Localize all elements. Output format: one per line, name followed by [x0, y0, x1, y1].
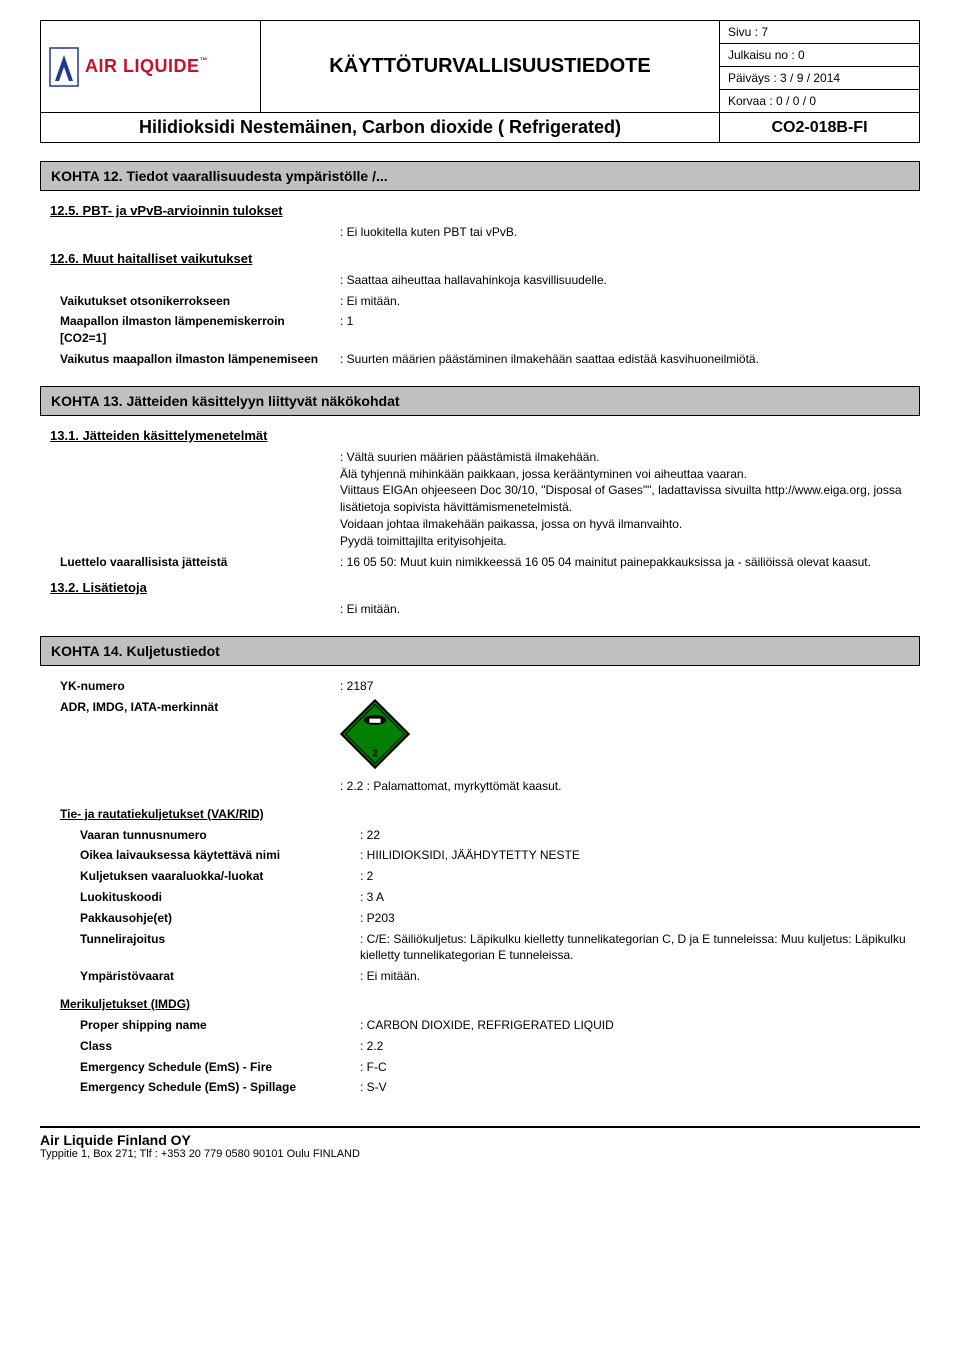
ozone-label: Vaikutukset otsonikerrokseen [60, 293, 340, 310]
subsection-13-1: 13.1. Jätteiden käsittelymenetelmät [50, 428, 920, 443]
pbt-value: : Ei luokitella kuten PBT tai vPvB. [340, 224, 920, 241]
section-12-header: KOHTA 12. Tiedot vaarallisuudesta ympäri… [40, 161, 920, 191]
class-desc: : 2.2 : Palamattomat, myrkyttömät kaasut… [340, 778, 920, 795]
packing-label: Pakkausohje(et) [80, 910, 360, 927]
air-liquide-logo: AIR LIQUIDE™ [49, 47, 252, 87]
document-header: AIR LIQUIDE™ KÄYTTÖTURVALLISUUSTIEDOTE S… [40, 20, 920, 143]
logo-cell: AIR LIQUIDE™ [41, 21, 261, 113]
tunnel-label: Tunnelirajoitus [80, 931, 360, 965]
footer-address: Typpitie 1, Box 271; Tlf : +353 20 779 0… [40, 1148, 920, 1160]
imdg-class-value: : 2.2 [360, 1038, 920, 1055]
issue-number: Julkaisu no : 0 [720, 44, 920, 67]
ems-spill-label: Emergency Schedule (EmS) - Spillage [80, 1079, 360, 1096]
section-14-header: KOHTA 14. Kuljetustiedot [40, 636, 920, 666]
subsection-12-5: 12.5. PBT- ja vPvB-arvioinnin tulokset [50, 203, 920, 218]
packing-value: : P203 [360, 910, 920, 927]
svg-text:2: 2 [372, 748, 378, 759]
subsection-12-6: 12.6. Muut haitalliset vaikutukset [50, 251, 920, 266]
env-hazard-label: Ympäristövaarat [80, 968, 360, 985]
ems-spill-value: : S-V [360, 1079, 920, 1096]
adr-value: 2 [340, 699, 920, 774]
additional-info-value: : Ei mitään. [340, 601, 920, 618]
imdg-class-label: Class [80, 1038, 360, 1055]
replaces: Korvaa : 0 / 0 / 0 [720, 90, 920, 113]
waste-list-value: : 16 05 50: Muut kuin nimikkeessä 16 05 … [340, 554, 920, 571]
transport-class-label: Kuljetuksen vaaraluokka/-luokat [80, 868, 360, 885]
ems-fire-value: : F-C [360, 1059, 920, 1076]
psn-label: Proper shipping name [80, 1017, 360, 1034]
page-number: Sivu : 7 [720, 21, 920, 44]
section-13-header: KOHTA 13. Jätteiden käsittelyyn liittyvä… [40, 386, 920, 416]
other-effects-value: : Saattaa aiheuttaa hallavahinkoja kasvi… [340, 272, 920, 289]
psn-value: : CARBON DIOXIDE, REFRIGERATED LIQUID [360, 1017, 920, 1034]
product-code: CO2-018B-FI [720, 113, 920, 143]
subsection-13-2: 13.2. Lisätietoja [50, 580, 920, 595]
classification-code-value: : 3 A [360, 889, 920, 906]
ozone-value: : Ei mitään. [340, 293, 920, 310]
shipping-name-value: : HIILIDIOKSIDI, JÄÄHDYTETTY NESTE [360, 847, 920, 864]
page-footer: Air Liquide Finland OY Typpitie 1, Box 2… [40, 1126, 920, 1160]
warming-value: : Suurten määrien päästäminen ilmakehään… [340, 351, 920, 368]
doc-title: KÄYTTÖTURVALLISUUSTIEDOTE [261, 21, 720, 113]
un-number-value: : 2187 [340, 678, 920, 695]
ems-fire-label: Emergency Schedule (EmS) - Fire [80, 1059, 360, 1076]
hazard-id-value: : 22 [360, 827, 920, 844]
warming-label: Vaikutus maapallon ilmaston lämpenemisee… [60, 351, 340, 368]
tunnel-value: : C/E: Säiliökuljetus: Läpikulku kiellet… [360, 931, 920, 965]
disposal-text: : Vältä suurien määrien päästämistä ilma… [340, 449, 920, 550]
hazard-diamond-icon: 2 [340, 699, 410, 769]
gwp-label: Maapallon ilmaston lämpenemiskerroin [CO… [60, 313, 340, 347]
logo-mark-icon [49, 47, 79, 87]
gwp-value: : 1 [340, 313, 920, 347]
hazard-id-label: Vaaran tunnusnumero [80, 827, 360, 844]
product-name: Hilidioksidi Nestemäinen, Carbon dioxide… [41, 113, 720, 143]
env-hazard-value: : Ei mitään. [360, 968, 920, 985]
waste-list-label: Luettelo vaarallisista jätteistä [60, 554, 340, 571]
un-number-label: YK-numero [60, 678, 340, 695]
adr-label: ADR, IMDG, IATA-merkinnät [60, 699, 340, 774]
sea-heading: Merikuljetukset (IMDG) [60, 997, 920, 1011]
transport-class-value: : 2 [360, 868, 920, 885]
logo-text: AIR LIQUIDE™ [85, 56, 208, 77]
classification-code-label: Luokituskoodi [80, 889, 360, 906]
road-rail-heading: Tie- ja rautatiekuljetukset (VAK/RID) [60, 807, 920, 821]
footer-company: Air Liquide Finland OY [40, 1132, 920, 1148]
date: Päiväys : 3 / 9 / 2014 [720, 67, 920, 90]
shipping-name-label: Oikea laivauksessa käytettävä nimi [80, 847, 360, 864]
